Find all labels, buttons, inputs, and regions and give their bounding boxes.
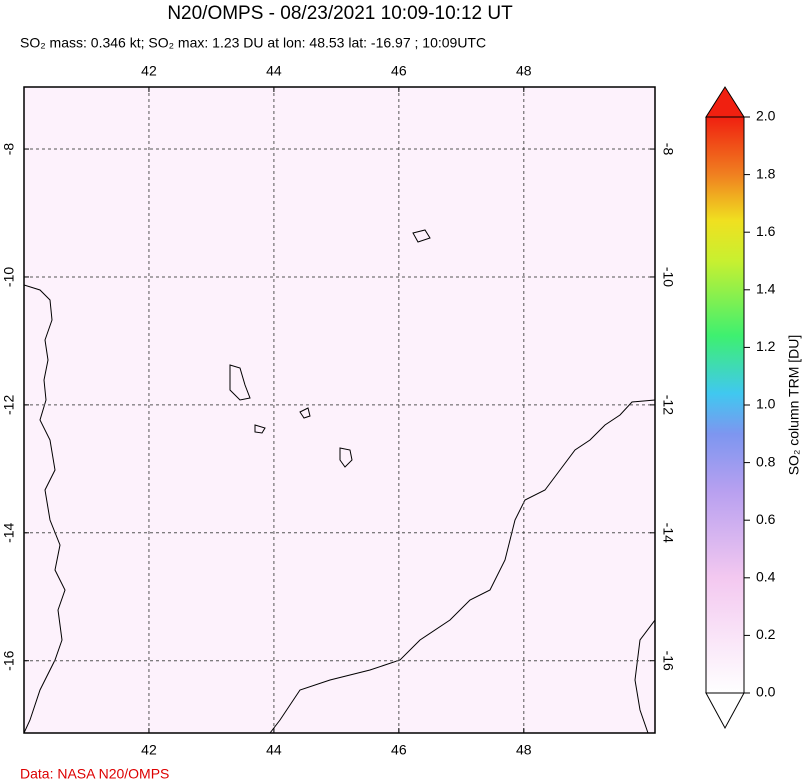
colorbar-label: SO₂ column TRM [DU] bbox=[786, 335, 802, 476]
lat-label: -14 bbox=[1, 522, 17, 542]
lon-label: 46 bbox=[391, 63, 407, 79]
lat-label: -16 bbox=[660, 651, 676, 671]
lat-label: -12 bbox=[1, 395, 17, 415]
mainland-coast bbox=[634, 619, 655, 733]
colorbar-tick-label: 1.8 bbox=[756, 165, 776, 181]
lon-label: 48 bbox=[516, 63, 532, 79]
lon-label: 42 bbox=[141, 742, 157, 758]
colorbar bbox=[705, 116, 745, 694]
title: N20/OMPS - 08/23/2021 10:09-10:12 UT bbox=[167, 3, 513, 24]
colorbar-tick-label: 1.2 bbox=[756, 338, 776, 354]
lon-label: 44 bbox=[266, 742, 282, 758]
lat-label: -16 bbox=[1, 650, 17, 670]
colorbar-min-arrow bbox=[705, 692, 745, 730]
colorbar-max-arrow bbox=[705, 86, 745, 118]
island bbox=[339, 447, 353, 468]
colorbar-tick-label: 0.0 bbox=[756, 684, 776, 700]
lat-label: -10 bbox=[1, 267, 17, 287]
colorbar-tick-label: 0.4 bbox=[756, 569, 776, 585]
lat-label: -8 bbox=[660, 143, 676, 156]
map-area bbox=[24, 87, 655, 733]
colorbar-tick-label: 0.8 bbox=[756, 453, 776, 469]
credit: Data: NASA N20/OMPS bbox=[20, 766, 169, 782]
colorbar-tick-label: 1.6 bbox=[756, 223, 776, 239]
island bbox=[254, 424, 266, 434]
island bbox=[299, 407, 311, 419]
colorbar-tick-label: 0.2 bbox=[756, 626, 776, 642]
madagascar-coast bbox=[269, 399, 655, 733]
lon-label: 42 bbox=[141, 63, 157, 79]
lat-label: -14 bbox=[660, 523, 676, 543]
lat-label: -10 bbox=[660, 267, 676, 287]
colorbar-tick-label: 1.4 bbox=[756, 281, 776, 297]
colorbar-tick-label: 0.6 bbox=[756, 511, 776, 527]
lon-label: 46 bbox=[391, 742, 407, 758]
lon-label: 44 bbox=[266, 63, 282, 79]
lat-label: -8 bbox=[1, 143, 17, 156]
map-frame bbox=[23, 86, 656, 734]
island bbox=[412, 229, 431, 243]
subtitle: SO₂ mass: 0.346 kt; SO₂ max: 1.23 DU at … bbox=[20, 35, 486, 51]
colorbar-tick-label: 2.0 bbox=[756, 108, 776, 124]
lat-label: -12 bbox=[660, 395, 676, 415]
africa-coast bbox=[24, 284, 66, 733]
coastlines bbox=[24, 229, 655, 733]
colorbar-tick-label: 1.0 bbox=[756, 396, 776, 412]
lon-label: 48 bbox=[516, 742, 532, 758]
island bbox=[229, 364, 251, 401]
